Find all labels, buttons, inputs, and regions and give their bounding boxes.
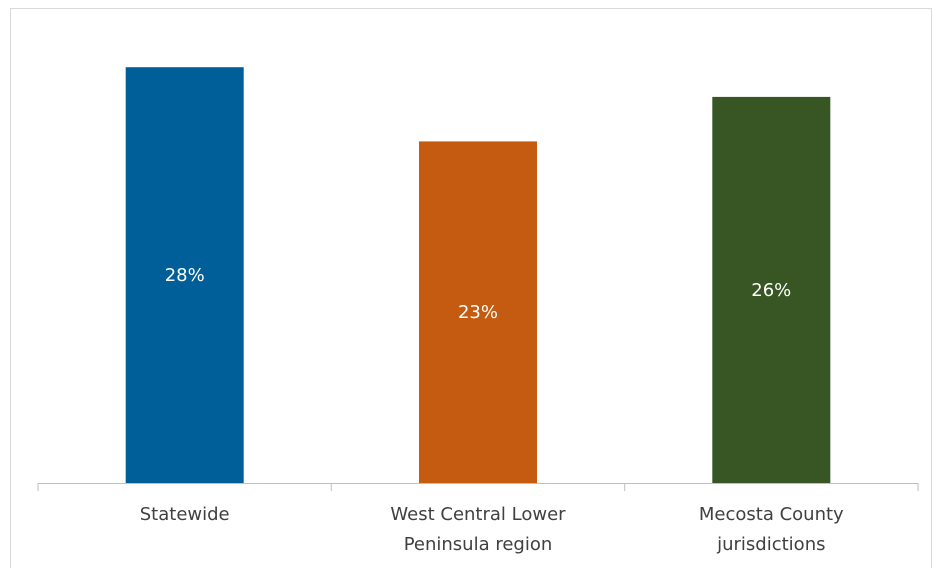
chart-frame: [10, 8, 932, 568]
data-label-1: 23%: [458, 302, 498, 323]
bar-1: [419, 141, 537, 483]
category-label-1-0: West Central Lower: [390, 504, 566, 525]
category-label-2-1: jurisdictions: [716, 534, 825, 555]
bar-2: [712, 96, 831, 484]
category-label-2-0: Mecosta County: [699, 504, 844, 525]
category-label-0-0: Statewide: [140, 504, 230, 525]
bar-0: [125, 67, 244, 483]
category-label-1-1: Peninsula region: [404, 534, 553, 555]
data-label-2: 26%: [751, 280, 791, 301]
data-label-0: 28%: [165, 265, 205, 286]
